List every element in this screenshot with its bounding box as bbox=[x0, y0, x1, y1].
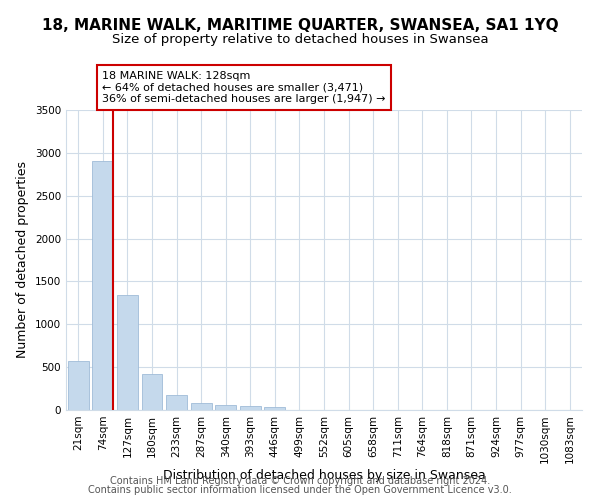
Bar bbox=[117, 295, 138, 410]
X-axis label: Distribution of detached houses by size in Swansea: Distribution of detached houses by size … bbox=[163, 469, 485, 482]
Y-axis label: Number of detached properties: Number of detached properties bbox=[16, 162, 29, 358]
Bar bbox=[68, 361, 89, 410]
Bar bbox=[215, 406, 236, 410]
Bar bbox=[166, 395, 187, 410]
Text: Contains HM Land Registry data © Crown copyright and database right 2024.: Contains HM Land Registry data © Crown c… bbox=[110, 476, 490, 486]
Text: Size of property relative to detached houses in Swansea: Size of property relative to detached ho… bbox=[112, 32, 488, 46]
Bar bbox=[142, 374, 163, 410]
Bar bbox=[265, 406, 286, 410]
Text: 18, MARINE WALK, MARITIME QUARTER, SWANSEA, SA1 1YQ: 18, MARINE WALK, MARITIME QUARTER, SWANS… bbox=[41, 18, 559, 32]
Bar bbox=[92, 162, 113, 410]
Text: Contains public sector information licensed under the Open Government Licence v3: Contains public sector information licen… bbox=[88, 485, 512, 495]
Text: 18 MARINE WALK: 128sqm
← 64% of detached houses are smaller (3,471)
36% of semi-: 18 MARINE WALK: 128sqm ← 64% of detached… bbox=[102, 71, 386, 104]
Bar bbox=[240, 406, 261, 410]
Bar bbox=[191, 402, 212, 410]
